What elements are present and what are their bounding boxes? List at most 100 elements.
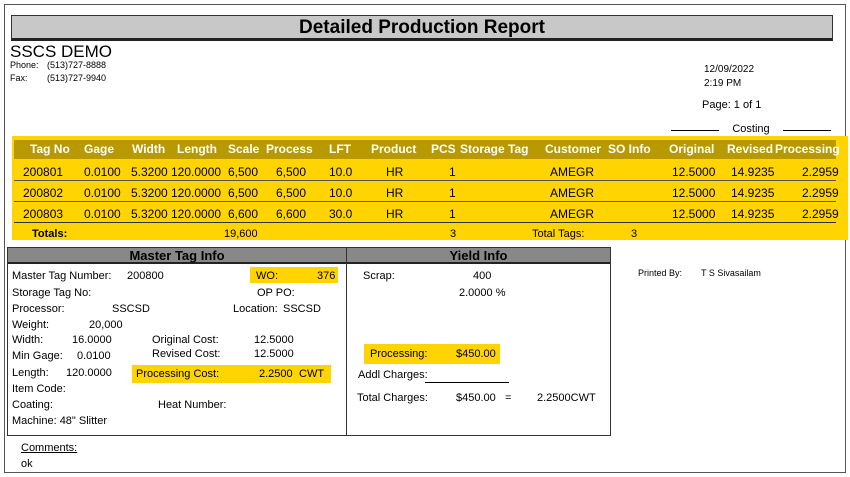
- costing-rule-left: [671, 130, 719, 131]
- total-tags-value: 3: [631, 228, 638, 240]
- cell-tag-no: 200802: [23, 186, 64, 200]
- cell-lft: 30.0: [329, 207, 353, 221]
- cell-width: 5.3200: [131, 165, 168, 179]
- col-process: Process: [266, 142, 313, 156]
- col-customer: Customer: [545, 142, 602, 156]
- cell-scale: 6,500: [228, 165, 259, 179]
- cell-original: 12.5000: [672, 207, 716, 221]
- cell-lft: 10.0: [329, 186, 353, 200]
- cell-pcs: 1: [449, 207, 456, 221]
- cell-length: 120.0000: [171, 207, 222, 221]
- weight-value: 20,000: [89, 319, 123, 331]
- costing-rule-right: [783, 130, 831, 131]
- min-gage-label: Min Gage:: [12, 350, 63, 362]
- length-value: 120.0000: [66, 367, 112, 379]
- processor-value: SSCSD: [112, 303, 150, 315]
- totals-row: Totals: 19,600 3 Total Tags: 3: [14, 228, 836, 242]
- cell-original: 12.5000: [672, 165, 716, 179]
- total-tags-label: Total Tags:: [532, 228, 585, 240]
- cell-pcs: 1: [449, 165, 456, 179]
- coating-label: Coating:: [12, 399, 53, 411]
- col-pcs: PCS: [431, 142, 456, 156]
- col-width: Width: [132, 142, 166, 156]
- company-name: SSCS DEMO: [10, 42, 113, 61]
- processing-cost-value: 2.2500: [259, 368, 293, 380]
- totals-scale: 19,600: [224, 228, 258, 240]
- cell-gage: 0.0100: [84, 165, 121, 179]
- cell-length: 120.0000: [171, 186, 222, 200]
- length-label: Length:: [12, 367, 49, 379]
- row-divider: [14, 201, 836, 202]
- comments-text: ok: [21, 458, 33, 470]
- table-header: Tag No Gage Width Length Scale Process L…: [14, 140, 840, 159]
- yield-header: Yield Info: [347, 248, 610, 264]
- row-divider: [14, 180, 836, 181]
- col-so-info: SO Info: [608, 142, 651, 156]
- page-indicator: Page: 1 of 1: [702, 99, 762, 111]
- cell-process: 6,600: [276, 207, 307, 221]
- cell-product: HR: [386, 165, 404, 179]
- width-label: Width:: [12, 334, 44, 346]
- phone-label: Phone:: [10, 60, 39, 70]
- width-value: 16.0000: [72, 334, 112, 346]
- processor-label: Processor:: [12, 303, 65, 315]
- col-processing: Processing: [775, 142, 840, 156]
- cell-customer: AMEGR: [550, 207, 595, 221]
- cell-customer: AMEGR: [550, 186, 595, 200]
- totals-label: Totals:: [32, 228, 68, 240]
- wo-value: 376: [317, 270, 336, 282]
- printed-by-label: Printed By:: [638, 268, 683, 278]
- total-charges-cwt: 2.2500CWT: [537, 392, 596, 404]
- cell-gage: 0.0100: [84, 207, 121, 221]
- processing-cost-unit: CWT: [299, 368, 325, 380]
- col-storage-tag: Storage Tag: [460, 142, 529, 156]
- report-date: 12/09/2022: [704, 64, 755, 75]
- scrap-value: 400: [473, 270, 492, 282]
- col-length: Length: [177, 142, 217, 156]
- location-label: Location:: [233, 303, 278, 315]
- cell-customer: AMEGR: [550, 165, 595, 179]
- cell-tag-no: 200803: [23, 207, 64, 221]
- totals-pcs: 3: [450, 228, 457, 240]
- cell-product: HR: [386, 207, 404, 221]
- revised-cost-value: 12.5000: [254, 348, 294, 360]
- col-gage: Gage: [84, 142, 115, 156]
- addl-charges-underline: [425, 382, 509, 383]
- col-revised: Revised: [727, 142, 774, 156]
- processing-cost-label: Processing Cost:: [136, 368, 220, 380]
- cell-process: 6,500: [276, 165, 307, 179]
- processing-label: Processing:: [370, 348, 428, 360]
- table-row: 200803 0.0100 5.3200 120.0000 6,600 6,60…: [14, 204, 839, 223]
- wo-label: WO:: [256, 270, 278, 282]
- cell-length: 120.0000: [171, 165, 222, 179]
- cell-processing: 2.2959: [802, 207, 839, 221]
- cell-width: 5.3200: [131, 186, 168, 200]
- master-tag-header: Master Tag Info: [8, 248, 346, 264]
- processing-value: $450.00: [456, 348, 496, 360]
- total-charges-equals: =: [505, 392, 512, 404]
- location-value: SSCSD: [283, 303, 321, 315]
- table-row: 200801 0.0100 5.3200 120.0000 6,500 6,50…: [14, 162, 839, 181]
- cell-gage: 0.0100: [84, 186, 121, 200]
- report-title: Detailed Production Report: [11, 15, 833, 41]
- cell-processing: 2.2959: [802, 186, 839, 200]
- cell-revised: 14.9235: [731, 207, 775, 221]
- weight-label: Weight:: [12, 319, 50, 331]
- scrap-percent: 2.0000 %: [459, 287, 506, 299]
- cell-scale: 6,600: [228, 207, 259, 221]
- cell-lft: 10.0: [329, 165, 353, 179]
- total-charges-value: $450.00: [456, 392, 496, 404]
- wo-highlight: [250, 267, 338, 283]
- op-po-label: OP PO:: [257, 287, 295, 299]
- total-charges-label: Total Charges:: [357, 392, 428, 404]
- cell-width: 5.3200: [131, 207, 168, 221]
- original-cost-value: 12.5000: [254, 334, 294, 346]
- processing-highlight: [364, 344, 500, 364]
- item-code-label: Item Code:: [12, 383, 66, 395]
- processing-cost-highlight: [132, 365, 331, 383]
- cell-tag-no: 200801: [23, 165, 64, 179]
- storage-tag-label: Storage Tag No:: [12, 287, 92, 299]
- fax-value: (513)727-9940: [47, 73, 107, 83]
- heat-number-label: Heat Number:: [158, 399, 227, 411]
- report-time: 2:19 PM: [704, 78, 742, 89]
